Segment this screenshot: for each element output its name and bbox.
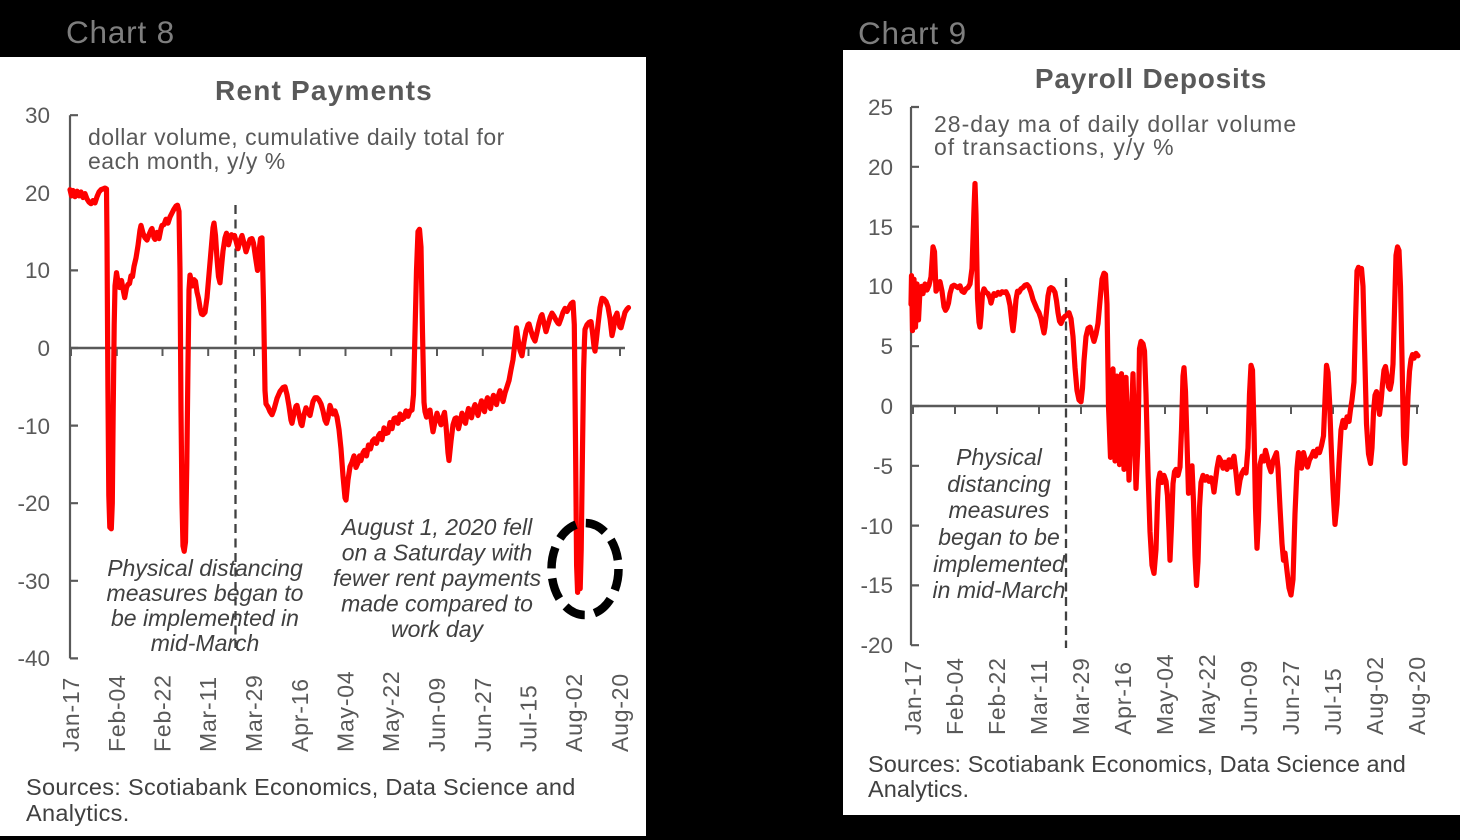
svg-text:Physical distancing: Physical distancing — [107, 555, 303, 581]
svg-text:Jan-17: Jan-17 — [900, 660, 926, 735]
svg-text:fewer rent payments: fewer rent payments — [333, 565, 542, 591]
svg-text:-20: -20 — [860, 633, 893, 658]
svg-text:May-22: May-22 — [1194, 654, 1220, 736]
svg-text:30: 30 — [25, 103, 50, 128]
svg-text:Chart 9: Chart 9 — [858, 15, 967, 51]
svg-text:May-04: May-04 — [1152, 654, 1178, 736]
svg-text:25: 25 — [868, 95, 893, 120]
svg-text:of transactions, y/y %: of transactions, y/y % — [934, 134, 1175, 160]
svg-text:10: 10 — [25, 258, 50, 283]
svg-text:each month, y/y %: each month, y/y % — [88, 148, 286, 174]
svg-text:dollar volume, cumulative dail: dollar volume, cumulative daily total fo… — [88, 124, 505, 150]
svg-text:Analytics.: Analytics. — [26, 800, 130, 826]
svg-text:-5: -5 — [873, 454, 893, 479]
svg-text:20: 20 — [25, 181, 50, 206]
svg-text:Chart 8: Chart 8 — [66, 14, 175, 50]
svg-text:Sources: Scotiabank Economics,: Sources: Scotiabank Economics, Data Scie… — [868, 751, 1406, 777]
svg-text:Analytics.: Analytics. — [868, 776, 969, 802]
svg-text:-30: -30 — [17, 569, 50, 594]
svg-text:Jun-27: Jun-27 — [1278, 660, 1304, 735]
svg-text:be implemented in: be implemented in — [111, 605, 299, 631]
svg-text:May-04: May-04 — [333, 671, 359, 753]
svg-text:Mar-29: Mar-29 — [241, 674, 267, 752]
svg-text:10: 10 — [868, 274, 893, 299]
svg-text:-20: -20 — [17, 491, 50, 516]
svg-text:measures: measures — [949, 497, 1050, 523]
svg-text:May-22: May-22 — [378, 671, 404, 753]
svg-text:Payroll Deposits: Payroll Deposits — [1035, 63, 1267, 94]
svg-text:Jun-27: Jun-27 — [470, 677, 496, 752]
svg-text:Mar-11: Mar-11 — [1026, 659, 1052, 735]
svg-text:-10: -10 — [860, 514, 893, 539]
svg-text:5: 5 — [880, 334, 893, 359]
svg-text:Jun-09: Jun-09 — [424, 677, 450, 752]
svg-text:Mar-29: Mar-29 — [1068, 657, 1094, 735]
svg-text:in mid-March: in mid-March — [933, 577, 1066, 603]
svg-text:Mar-11: Mar-11 — [195, 676, 221, 752]
svg-text:Jun-09: Jun-09 — [1236, 660, 1262, 735]
svg-text:Physical: Physical — [956, 444, 1043, 470]
svg-text:-40: -40 — [17, 646, 50, 671]
svg-text:began to be: began to be — [938, 524, 1060, 550]
svg-text:28-day ma of daily dollar volu: 28-day ma of daily dollar volume — [934, 111, 1297, 137]
svg-text:0: 0 — [880, 394, 893, 419]
svg-text:Jul-15: Jul-15 — [516, 685, 542, 752]
svg-text:Sources: Scotiabank Economics,: Sources: Scotiabank Economics, Data Scie… — [26, 774, 576, 800]
svg-text:Apr-16: Apr-16 — [287, 678, 313, 752]
svg-text:0: 0 — [37, 336, 50, 361]
svg-text:15: 15 — [868, 215, 893, 240]
svg-text:August 1, 2020 fell: August 1, 2020 fell — [340, 514, 533, 540]
svg-text:implemented: implemented — [933, 551, 1066, 577]
svg-text:Aug-02: Aug-02 — [1362, 656, 1388, 735]
svg-text:Aug-02: Aug-02 — [561, 673, 587, 752]
svg-text:Aug-20: Aug-20 — [607, 673, 633, 752]
svg-text:Feb-22: Feb-22 — [150, 674, 176, 752]
svg-text:work day: work day — [391, 616, 485, 642]
svg-text:measures began to: measures began to — [107, 580, 304, 606]
svg-text:Jul-15: Jul-15 — [1320, 668, 1346, 735]
svg-text:Feb-04: Feb-04 — [942, 657, 968, 735]
svg-text:Jan-17: Jan-17 — [58, 677, 84, 752]
svg-text:Apr-16: Apr-16 — [1110, 661, 1136, 735]
svg-text:-15: -15 — [860, 573, 893, 598]
svg-text:distancing: distancing — [947, 471, 1051, 497]
svg-text:20: 20 — [868, 155, 893, 180]
svg-text:Feb-04: Feb-04 — [104, 674, 130, 752]
svg-text:Rent Payments: Rent Payments — [215, 75, 433, 106]
svg-text:Aug-20: Aug-20 — [1404, 656, 1430, 735]
svg-text:-10: -10 — [17, 414, 50, 439]
svg-text:made compared to: made compared to — [341, 591, 533, 617]
svg-text:Feb-22: Feb-22 — [984, 657, 1010, 735]
svg-text:mid-March: mid-March — [151, 630, 260, 656]
svg-text:on a Saturday with: on a Saturday with — [342, 540, 533, 566]
